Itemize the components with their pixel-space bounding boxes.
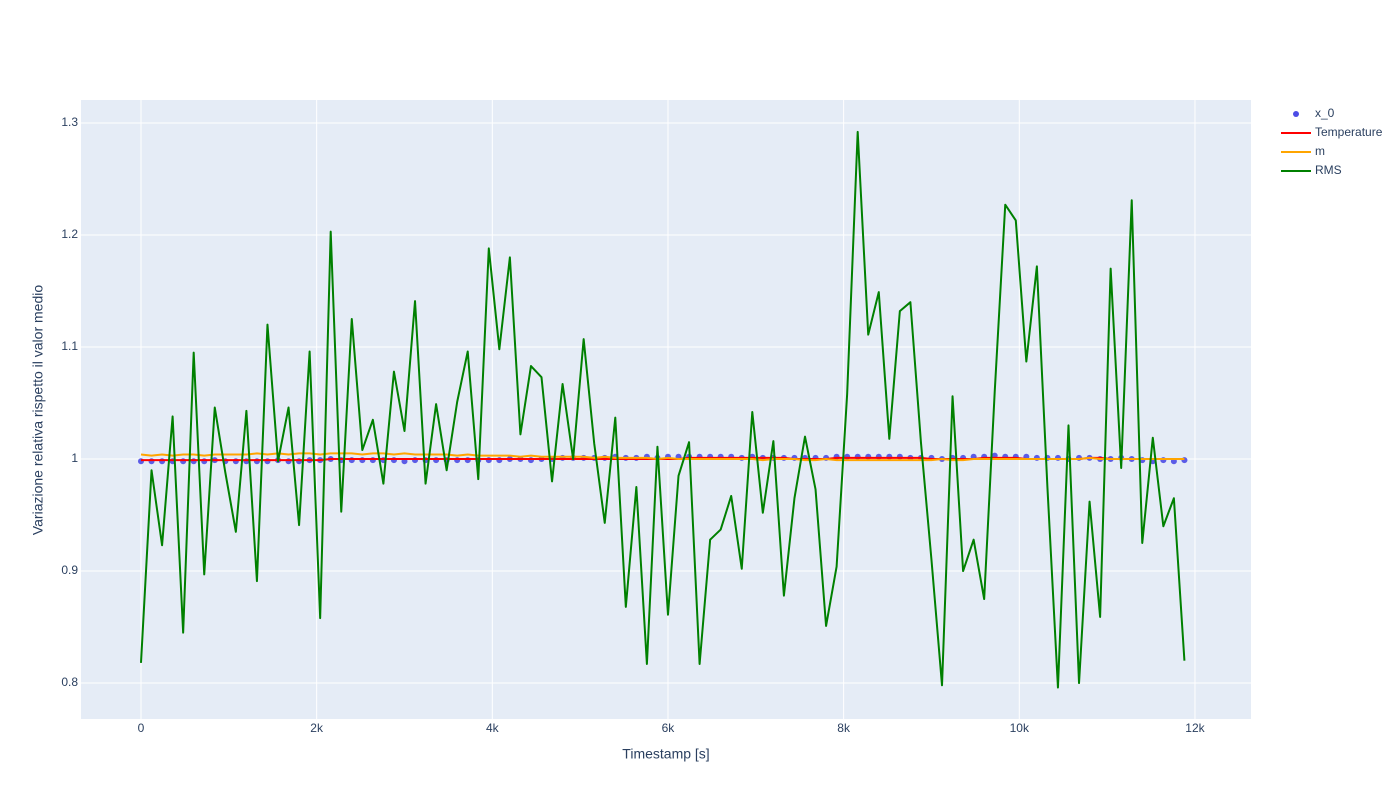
legend-symbol [1293,111,1299,117]
y-tick-label: 1 [71,451,78,465]
y-tick-label: 0.9 [61,563,78,577]
legend-label: Temperature [1315,125,1383,139]
x-tick-label: 8k [837,721,851,735]
x-tick-label: 4k [486,721,500,735]
y-tick-label: 1.1 [61,339,78,353]
x-tick-label: 6k [662,721,676,735]
line [140,452,1185,462]
x-tick-label: 10k [1010,721,1030,735]
line [139,130,1186,689]
x-tick-label: 2k [310,721,324,735]
x-axis-title: Timestamp [s] [622,746,709,762]
y-axis-title: Variazione relativa rispetto il valor me… [30,285,46,536]
legend-label: m [1315,144,1325,158]
y-tick-label: 1.2 [61,227,78,241]
y-tick-label: 0.8 [61,675,78,689]
x-tick-label: 12k [1185,721,1205,735]
legend-label: RMS [1315,163,1342,177]
y-tick-label: 1.3 [61,115,78,129]
x-tick-label: 0 [138,721,145,735]
plot-area [81,100,1251,719]
legend-label: x_0 [1315,106,1335,120]
